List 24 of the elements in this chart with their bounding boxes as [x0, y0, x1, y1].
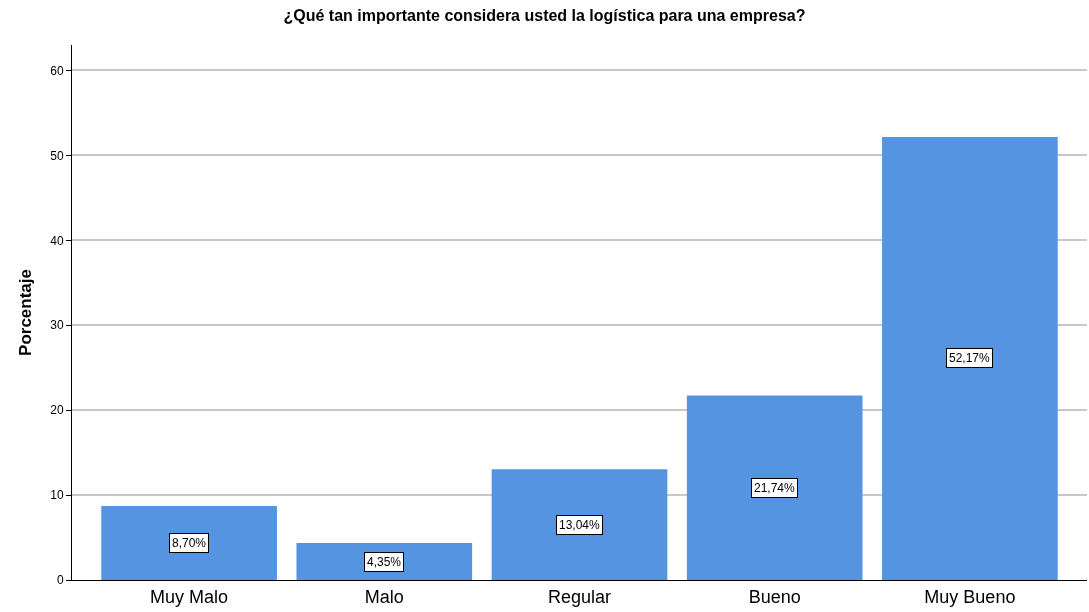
y-tick-label: 20 [50, 403, 64, 418]
data-label: 13,04% [559, 518, 601, 532]
x-tick-label: Muy Bueno [924, 586, 1016, 607]
y-tick-label: 30 [50, 318, 64, 333]
bar [296, 543, 473, 580]
bar [686, 395, 863, 580]
x-tick-label: Malo [364, 586, 404, 607]
y-tick-label: 50 [50, 148, 64, 163]
y-axis-title: Porcentaje [15, 269, 35, 356]
y-tick-label: 60 [50, 63, 64, 78]
y-tick-label: 0 [56, 573, 64, 588]
bar [491, 469, 668, 580]
bar [882, 136, 1058, 580]
chart-title: ¿Qué tan importante considera usted la logística para una empresa? [283, 6, 806, 24]
data-label: 52,17% [949, 351, 991, 365]
x-tick-label: Regular [547, 586, 612, 607]
x-tick-label: Bueno [748, 586, 801, 607]
y-tick-label: 40 [50, 233, 64, 248]
bar [101, 506, 277, 580]
data-label: 4,35% [367, 555, 402, 569]
data-label: 21,74% [754, 481, 796, 495]
data-label: 8,70% [172, 536, 207, 550]
y-tick-label: 10 [50, 488, 64, 503]
x-tick-label: Muy Malo [150, 586, 229, 607]
